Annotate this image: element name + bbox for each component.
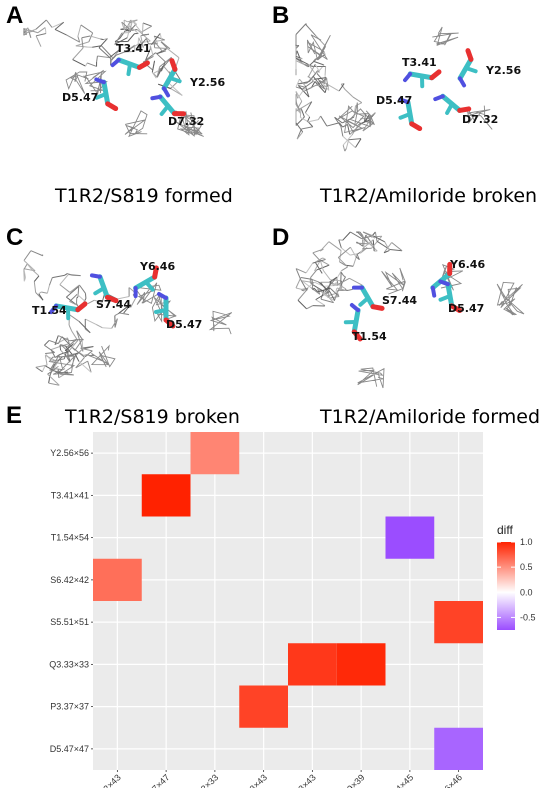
heatmap-cell <box>434 727 483 770</box>
heatmap-cell <box>385 516 435 559</box>
residue-label: S7.44 <box>96 298 131 311</box>
y-tick-label: T1.54×54 <box>51 533 89 543</box>
y-tick-label: Q3.33×33 <box>49 659 89 669</box>
x-tick-label: A7.42×43 <box>88 772 123 788</box>
heatmap-cell <box>434 601 483 644</box>
x-tick-label: D5.47×47 <box>137 772 172 788</box>
panel-letter-a: A <box>6 2 24 29</box>
heatmap-cell <box>239 685 288 728</box>
heatmap-cell <box>190 432 240 475</box>
panel-letter-b: B <box>272 2 290 29</box>
x-tick-label: K4.43×43 <box>235 772 270 788</box>
x-tick-label: S7.44×45 <box>381 772 416 788</box>
x-tick-label: Y6.46×46 <box>430 772 465 788</box>
residue-label: S7.44 <box>382 294 417 307</box>
panel-letter-d: D <box>272 224 290 251</box>
panel-letter-e: E <box>6 402 23 429</box>
protein-structure-a: T3.41 Y2.56 D5.47 D7.32 <box>23 19 225 138</box>
legend-tick-label: -0.5 <box>520 612 536 622</box>
residue-label: Y2.56 <box>189 76 225 89</box>
residue-label: D5.47 <box>376 94 412 107</box>
protein-structure-b: T3.41 Y2.56 D5.47 D7.32 <box>295 23 521 152</box>
heatmap-cell <box>93 558 142 601</box>
panel-letter-c: C <box>6 224 24 251</box>
x-tick-label: S5.39×39 <box>332 772 367 788</box>
caption-a: T1R2/S819 formed <box>55 185 233 207</box>
residue-label: T1.54 <box>352 330 387 343</box>
heatmap-cell <box>141 474 191 517</box>
x-tick-label: N5.43×43 <box>283 772 318 788</box>
protein-structure-c: Y6.46 S7.44 T1.54 D5.47 <box>23 250 233 386</box>
legend-tick-label: 0.5 <box>520 562 533 572</box>
residue-label: D5.47 <box>166 318 202 331</box>
heatmap-cell <box>336 643 386 686</box>
residue-label: D5.47 <box>62 91 98 104</box>
residue-label: Y2.56 <box>485 64 521 77</box>
legend-tick-label: 0.0 <box>520 587 533 597</box>
residue-label: D5.47 <box>448 302 484 315</box>
x-tick-label: D7.32×33 <box>185 772 220 788</box>
y-tick-label: T3.41×41 <box>51 490 89 500</box>
heatmap-cell <box>288 643 337 686</box>
y-tick-label: S5.51×51 <box>50 617 89 627</box>
residue-label: T3.41 <box>116 42 151 55</box>
legend-tick-label: 1.0 <box>520 537 533 547</box>
y-tick-label: S6.42×42 <box>50 575 89 585</box>
residue-label: T1.54 <box>32 304 67 317</box>
residue-label: Y6.46 <box>139 260 175 273</box>
residue-label: T3.41 <box>402 56 437 69</box>
residue-label: D7.32 <box>462 113 498 126</box>
caption-b: T1R2/Amiloride broken <box>320 185 538 207</box>
protein-structure-d: Y6.46 S7.44 D5.47 T1.54 <box>295 231 525 389</box>
caption-c: T1R2/S819 broken <box>65 406 240 428</box>
legend-title: diff <box>497 523 513 537</box>
residue-label: D7.32 <box>168 115 204 128</box>
diff-heatmap: Y2.56×56 T3.41×41 T1.54×54 S6.42×42 S5.51×51… <box>49 432 536 788</box>
caption-d: T1R2/Amiloride formed <box>320 406 541 428</box>
legend-colorbar <box>497 542 515 630</box>
y-tick-label: D5.47×47 <box>50 744 89 754</box>
y-tick-label: Y2.56×56 <box>50 448 89 458</box>
y-tick-label: P3.37×37 <box>50 702 89 712</box>
residue-label: Y6.46 <box>449 258 485 271</box>
